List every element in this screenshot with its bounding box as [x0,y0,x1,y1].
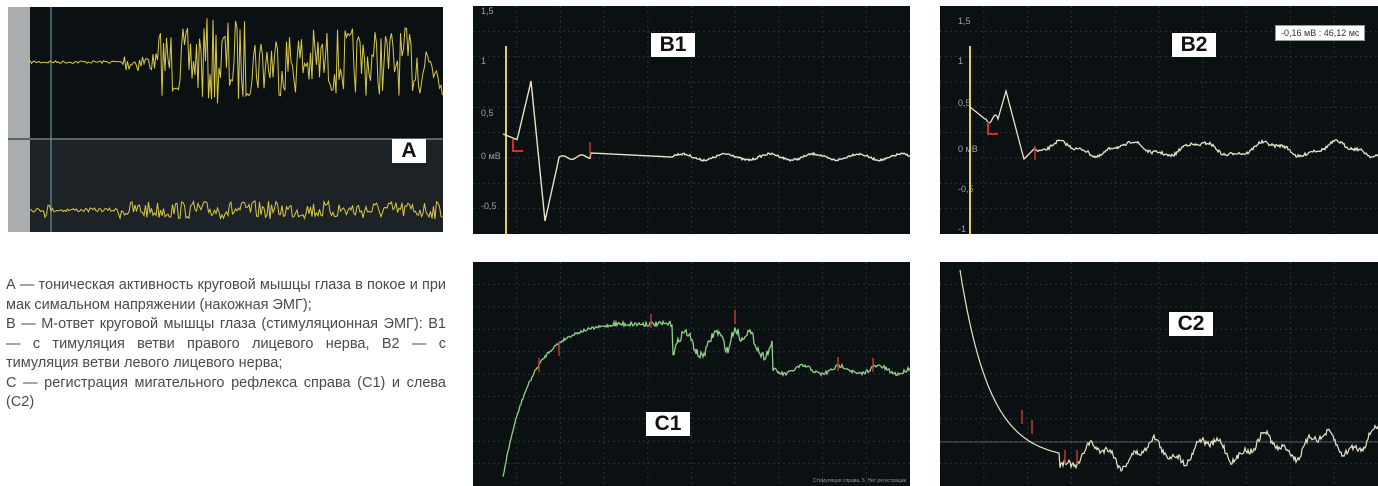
cursor-readout: -0,16 мВ : 46,12 мс [1275,25,1366,41]
blink-reflex-trace-c1 [473,262,910,486]
panel-a: A [8,7,443,232]
panel-b2: 1,5 1 0,5 0 мВ -0,5 -1 B2 -0,16 мВ : 46,12 мс [940,6,1378,234]
panel-label-c1: C1 [646,412,690,436]
figure-caption: А — тоническая активность круговой мышцы… [6,276,446,413]
y-tick-label: 1 [958,56,963,66]
emg-trace-a [8,7,443,232]
caption-line-b: В — М-ответ круговой мышцы глаза (стимул… [6,316,446,371]
grid [473,6,910,234]
grid [473,262,910,486]
panel-footnote: Стимуляция справа, 5. Нет регистрации [813,478,907,484]
y-tick-label: 1,5 [958,16,971,26]
panel-label-c2: C2 [1169,312,1213,336]
onset-marker [512,139,523,152]
upper-emg-trace [29,18,443,104]
y-tick-label: 0 мВ [958,144,978,154]
y-tick-label: -0,5 [481,201,497,211]
blink-reflex-curve [502,319,910,477]
onset-marker [987,122,998,135]
caption-line-c: С — регистрация мигательного рефлекса сп… [6,374,446,411]
panel-c1: C1 Стимуляция справа, 5. Нет регистрации [473,262,910,486]
panel-label-b2: B2 [1172,33,1216,57]
scale-strip [8,7,30,232]
y-tick-label: 1 [481,56,486,66]
y-tick-label: 0,5 [958,98,971,108]
y-tick-label: 0 мВ [481,151,501,161]
grid [940,262,1378,486]
y-tick-label: 0,5 [481,108,494,118]
panel-label-b1: B1 [651,33,695,57]
lower-emg-trace [29,199,443,221]
m-response-curve [502,80,910,222]
panel-c2: C2 [940,262,1378,486]
panel-label-a: A [392,139,426,163]
y-tick-label: -1 [958,224,966,234]
panel-b1: 1,5 1 0,5 0 мВ -0,5 B1 [473,6,910,234]
m-response-curve [969,88,1378,161]
blink-reflex-curve [959,269,1378,472]
y-tick-label: 1,5 [481,6,494,16]
m-response-trace-b1: 1,5 1 0,5 0 мВ -0,5 [473,6,910,234]
caption-line-a: А — тоническая активность круговой мышцы… [6,277,446,313]
lower-channel-bg [30,139,443,232]
blink-reflex-trace-c2 [940,262,1378,486]
y-tick-label: -0,5 [958,184,974,194]
